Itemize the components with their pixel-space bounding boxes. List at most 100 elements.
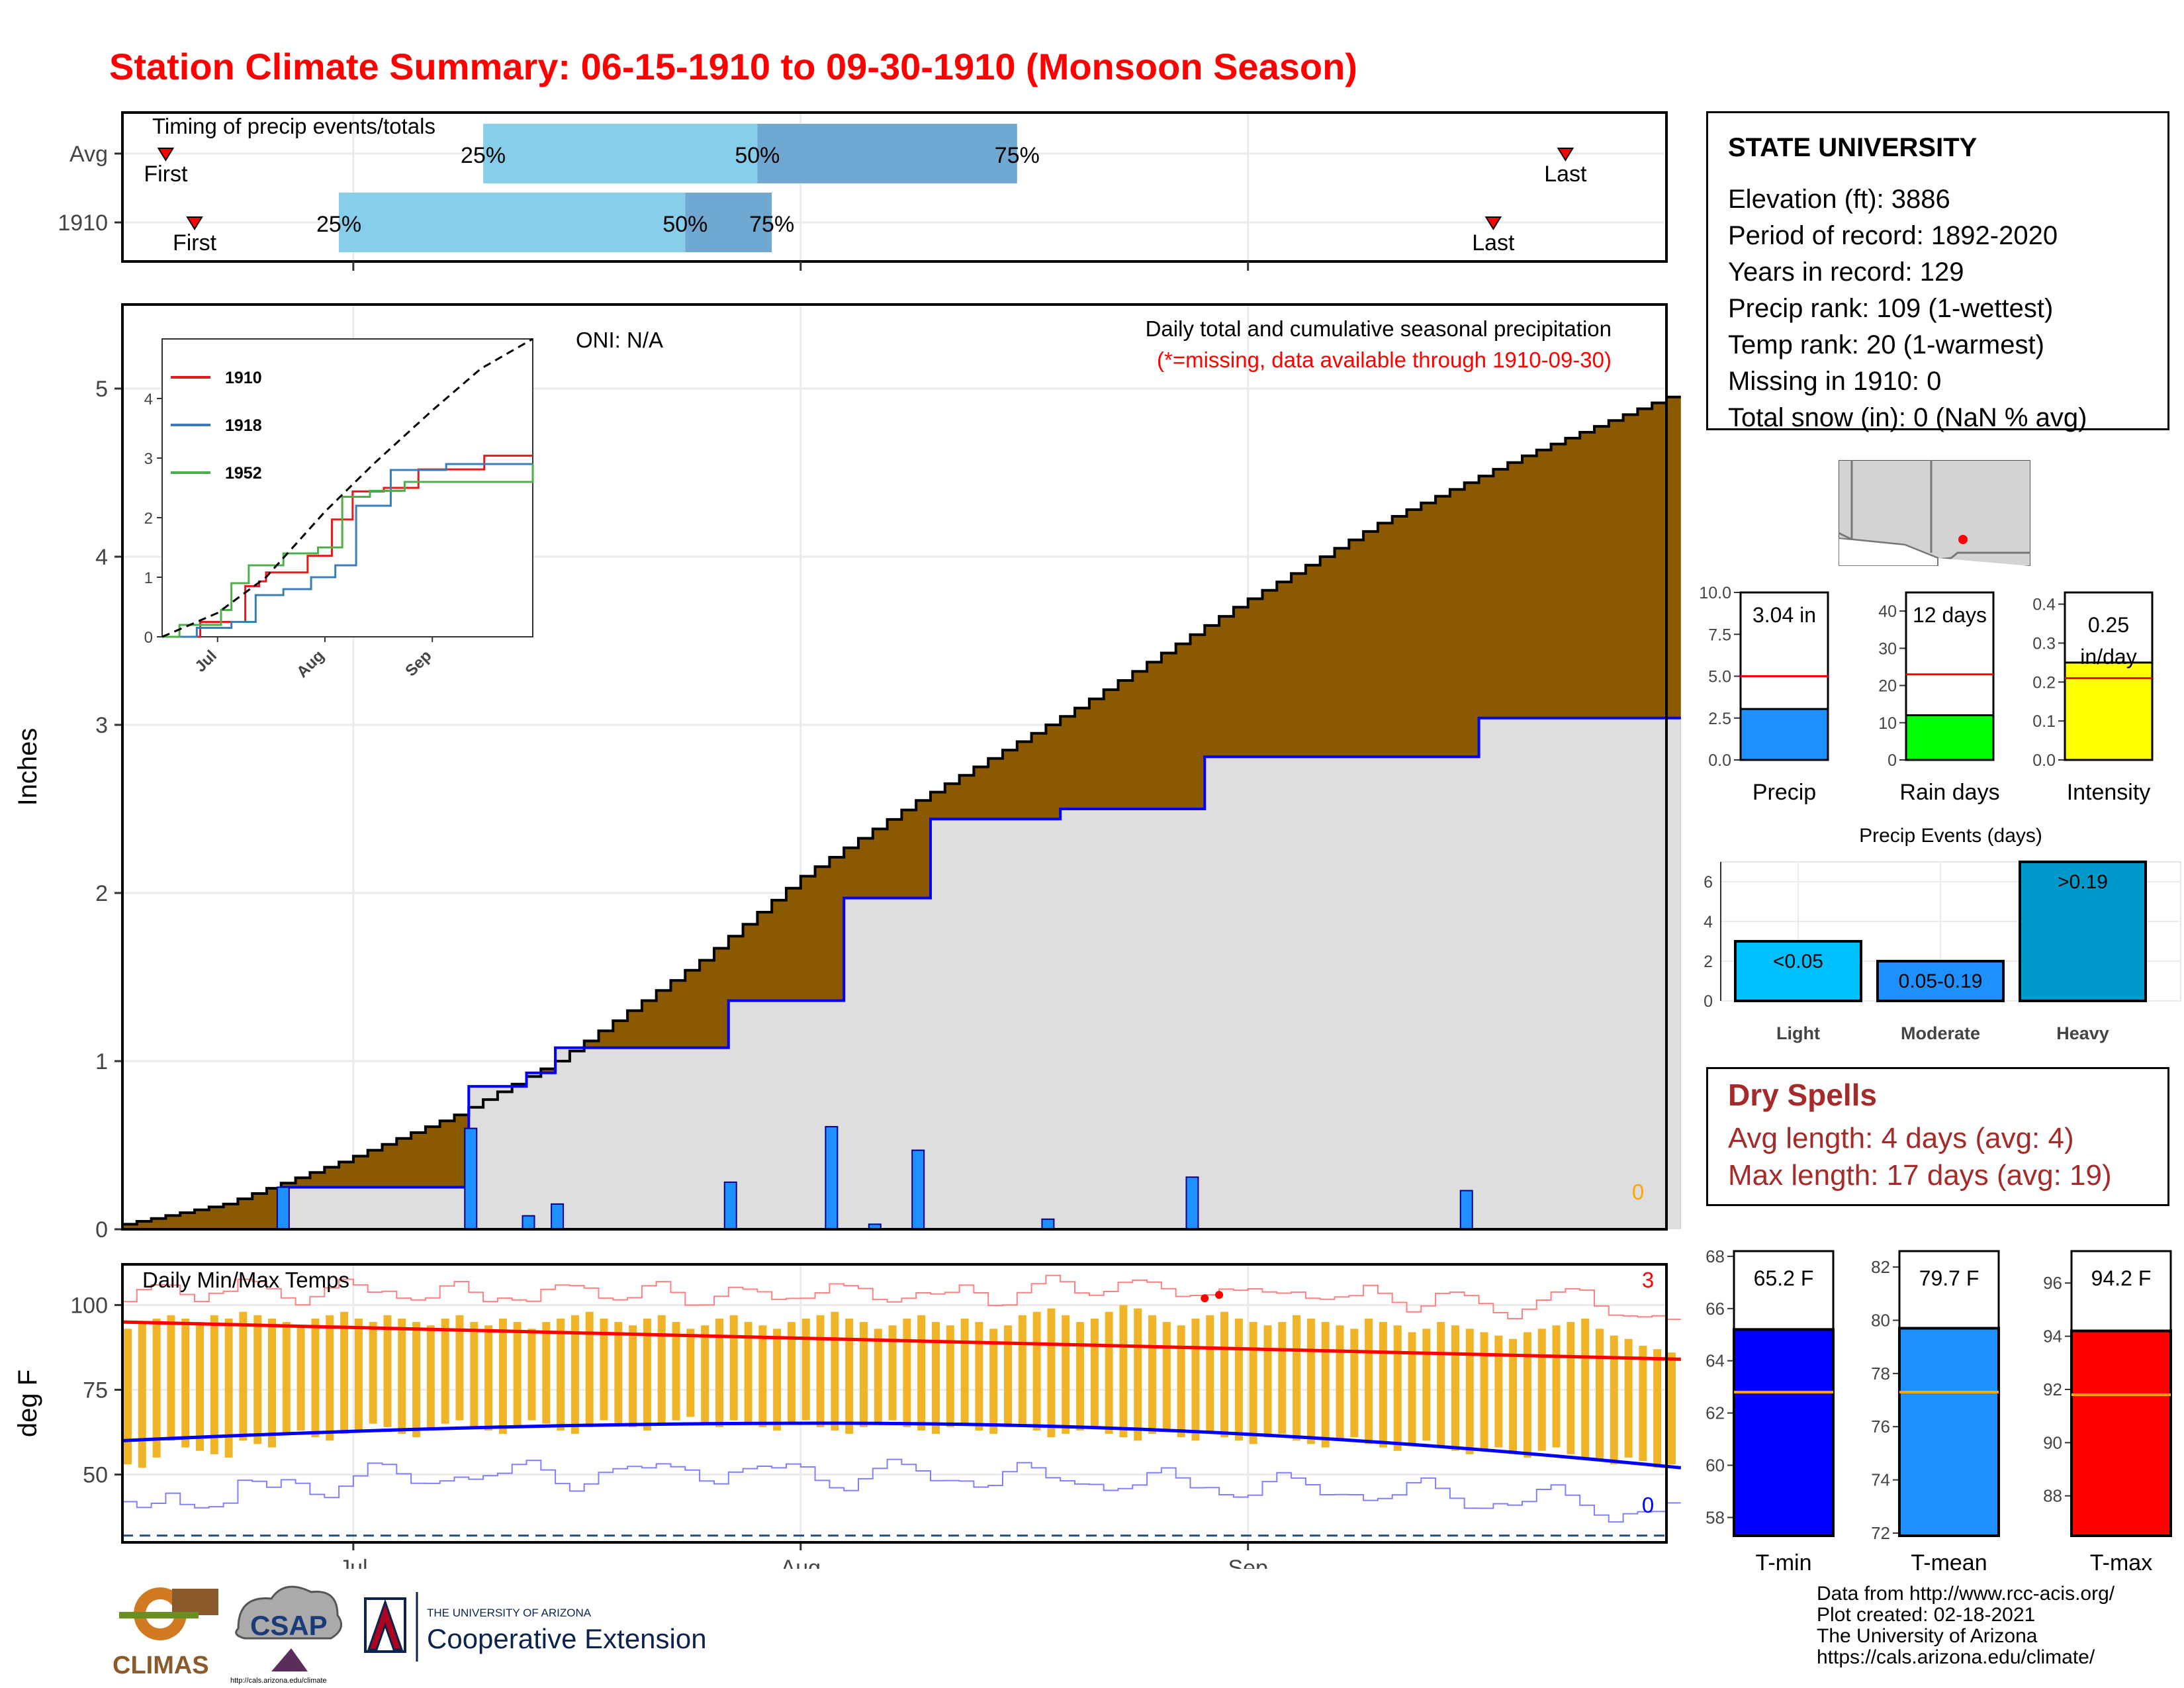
info-missing: Missing in 1910: 0 [1728,367,1942,396]
temp-summary-y-tick-label: 66 [1706,1299,1725,1319]
temp-summary-y-tick-label: 88 [2043,1486,2062,1506]
station-info-box: STATE UNIVERSITY Elevation (ft): 3886 Pe… [1706,111,2169,432]
temp-summary-y-tick-label: 58 [1706,1507,1725,1527]
daily-temp-bar [426,1325,435,1430]
temp-summary-t-max: 88 90 92 94 96 94.2 F T-max [2043,1250,2172,1575]
precip-y-tick-label: 5 [95,377,108,402]
temp-summary-y-tick-label: 76 [1871,1417,1890,1436]
daily-precip-bar [723,1181,737,1231]
daily-temp-bar [686,1329,695,1417]
timing-row-label: Avg [69,142,108,167]
temp-x-tick-label: Aug [781,1556,821,1569]
daily-temp-bar [138,1322,146,1468]
precip-y-tick-label: 2 [95,881,108,906]
daily-temps-chart: 50 75 100 Jul Aug Sep Daily Min/Max Temps 3 0 deg… [13,1263,1682,1569]
timing-frame [121,111,1668,263]
daily-temp-bar [672,1322,680,1421]
daily-precip-bar [464,1127,478,1230]
timing-bar-q2 [685,193,772,252]
temp-summary-y-tick-label: 82 [1871,1257,1890,1277]
inset-plot-area [161,338,533,637]
credits: Data from http://www.rcc-acis.org/ Plot … [1817,1583,2115,1668]
daily-temp-bar [326,1315,334,1441]
summary-bar-intensity: 0.0 0.1 0.2 0.3 0.4 0.25 in/day Intensity [2032,591,2154,805]
daily-temp-bar [412,1322,421,1438]
precip-chart-title: Daily total and cumulative seasonal prec… [1146,316,1612,341]
timing-bar-q1 [483,124,758,183]
daily-temp-bar [1191,1318,1200,1441]
record-high-marker [1215,1291,1224,1299]
temp-chart-title: Daily Min/Max Temps [142,1268,349,1292]
record-low-count: 0 [1642,1493,1654,1517]
summary-y-tick-label: 40 [1878,602,1897,621]
info-temp-rank: Temp rank: 20 (1-warmest) [1728,330,2044,359]
daily-temp-bar [1437,1322,1445,1448]
inset-series-1918 [162,463,533,638]
daily-precip-bar [551,1203,565,1231]
timing-p75-label: 75% [749,212,794,237]
events-bar [1876,960,2005,1002]
daily-temp-bar [1321,1322,1330,1448]
daily-temp-bar [1062,1315,1070,1434]
daily-temp-bar [1624,1338,1633,1458]
inset-series-1910 [162,454,533,638]
temp-x-tick-label: Sep [1228,1556,1268,1569]
daily-temp-bar [1263,1325,1272,1438]
daily-temp-bar [831,1311,839,1430]
events-bar [2019,861,2147,1002]
daily-temp-bar [1162,1322,1171,1430]
events-y-tick-label: 6 [1704,873,1713,892]
summary-y-tick-label: 7.5 [1708,626,1731,644]
daily-temp-bar [383,1315,392,1427]
daily-temp-bar [1552,1325,1561,1448]
daily-temp-bar [1234,1318,1243,1441]
timing-last-label: Last [1472,230,1515,256]
daily-temp-bar [210,1315,218,1454]
daily-temp-bar [1422,1329,1431,1441]
daily-temp-bar [513,1322,522,1427]
timing-first-marker [186,216,203,230]
events-category-label: Light [1776,1023,1820,1043]
timing-p25-label: 25% [461,143,506,168]
info-years: Years in record: 129 [1728,258,1964,287]
temp-summary-bar [1898,1327,2000,1537]
daily-temp-bar [296,1325,305,1430]
temp-summary-y-tick-label: 78 [1871,1364,1890,1383]
info-total-snow: Total snow (in): 0 (NaN % avg) [1728,403,2087,432]
daily-temp-bar [1119,1305,1128,1438]
events-y-tick-label: 4 [1704,913,1713,931]
daily-temp-bar [196,1322,205,1451]
summary-y-tick-label: 0.4 [2032,596,2056,614]
precip-frame [121,303,1668,1231]
info-period: Period of record: 1892-2020 [1728,221,2058,250]
station-name: STATE UNIVERSITY [1728,133,1978,162]
daily-temp-bar [758,1325,767,1427]
precip-y-tick-label: 3 [95,713,108,738]
inset-y-tick-label: 3 [144,450,153,468]
temp-summary-y-tick-label: 80 [1871,1310,1890,1330]
daily-temp-bar [167,1315,175,1441]
daily-precip-bar [1459,1190,1473,1230]
daily-temp-bar [1581,1318,1590,1458]
location-map [1839,460,2030,566]
csap-text: CSAP [250,1610,328,1641]
events-y-tick-label: 2 [1704,953,1713,971]
season-cumulative-area [122,718,1681,1229]
daily-precip-bar [825,1126,839,1231]
daily-temp-bar [470,1322,478,1427]
temp-summary-y-tick-label: 94 [2043,1327,2062,1346]
daily-temp-bar [152,1318,161,1458]
daily-temp-bar [1278,1322,1287,1434]
daily-temp-bar [888,1325,897,1421]
summary-value-bar [1739,708,1829,761]
timing-last-label: Last [1544,162,1587,187]
daily-temp-bar [715,1318,723,1427]
precip-y-axis-label: Inches [13,728,42,806]
daily-temp-bar [484,1325,493,1430]
daily-temp-bar [1032,1311,1041,1430]
daily-temp-bar [787,1322,796,1424]
summary-category-label: Precip [1752,780,1816,805]
daily-temp-bar [1639,1345,1647,1462]
events-bar-label: <0.05 [1773,951,1823,972]
